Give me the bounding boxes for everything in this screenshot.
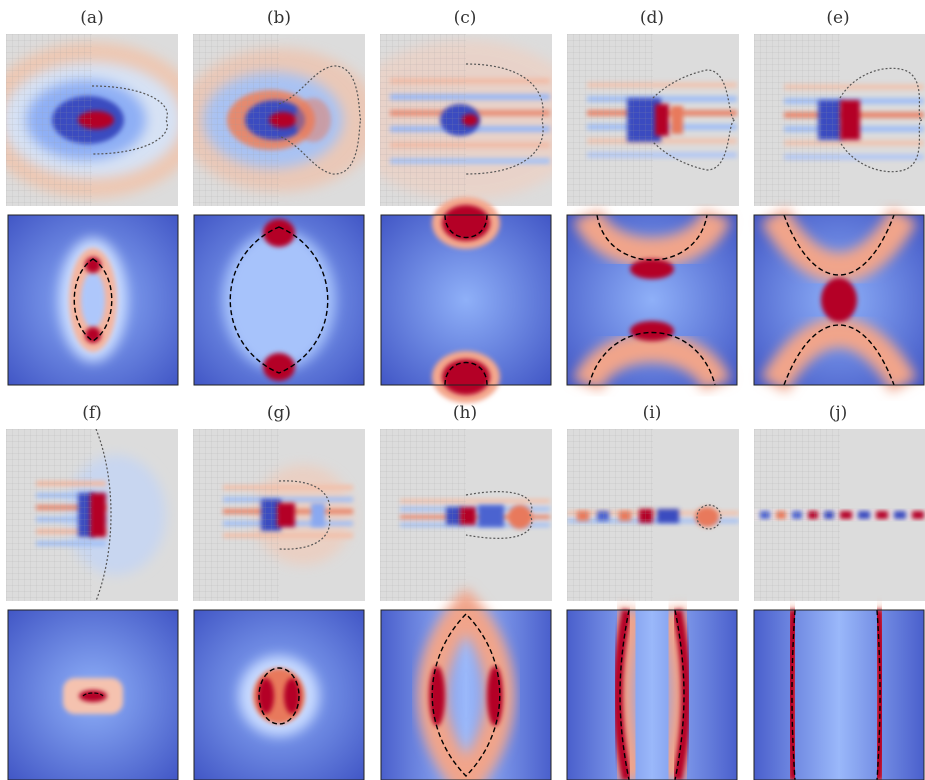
- intensity-map-e: [753, 207, 925, 393]
- panel-label-h: (h): [453, 403, 477, 423]
- intensity-map-b: [193, 214, 365, 386]
- panel-label-f: (f): [82, 403, 102, 423]
- intensity-map-f: [7, 609, 179, 780]
- wavefield-panel-g: [193, 429, 365, 601]
- panel-label-i: (i): [643, 403, 662, 423]
- wavefield-panel-h: [380, 429, 552, 601]
- wavefield-panel-c: [380, 34, 552, 206]
- panel-label-g: (g): [267, 403, 291, 423]
- intensity-map-i: [566, 606, 738, 780]
- wavefield-panel-j: [754, 429, 925, 601]
- wavefield-panel-d: [567, 34, 739, 206]
- panel-label-c: (c): [454, 8, 477, 28]
- intensity-map-d: [566, 208, 738, 392]
- intensity-map-g: [193, 609, 365, 780]
- intensity-map-h: [380, 587, 552, 780]
- wavefield-panel-b: [193, 34, 365, 206]
- panel-label-j: (j): [829, 403, 848, 423]
- wavefield-panel-f: [6, 429, 178, 601]
- intensity-map-a: [7, 214, 179, 386]
- wavefield-panel-a: [6, 34, 178, 206]
- panel-label-a: (a): [80, 8, 103, 28]
- wavefield-panel-i: [567, 429, 739, 601]
- intensity-map-j: [753, 609, 925, 780]
- panel-label-d: (d): [640, 8, 664, 28]
- intensity-map-c: [380, 197, 552, 403]
- panel-label-e: (e): [826, 8, 849, 28]
- wavefield-panel-e: [754, 34, 925, 206]
- panel-label-b: (b): [267, 8, 291, 28]
